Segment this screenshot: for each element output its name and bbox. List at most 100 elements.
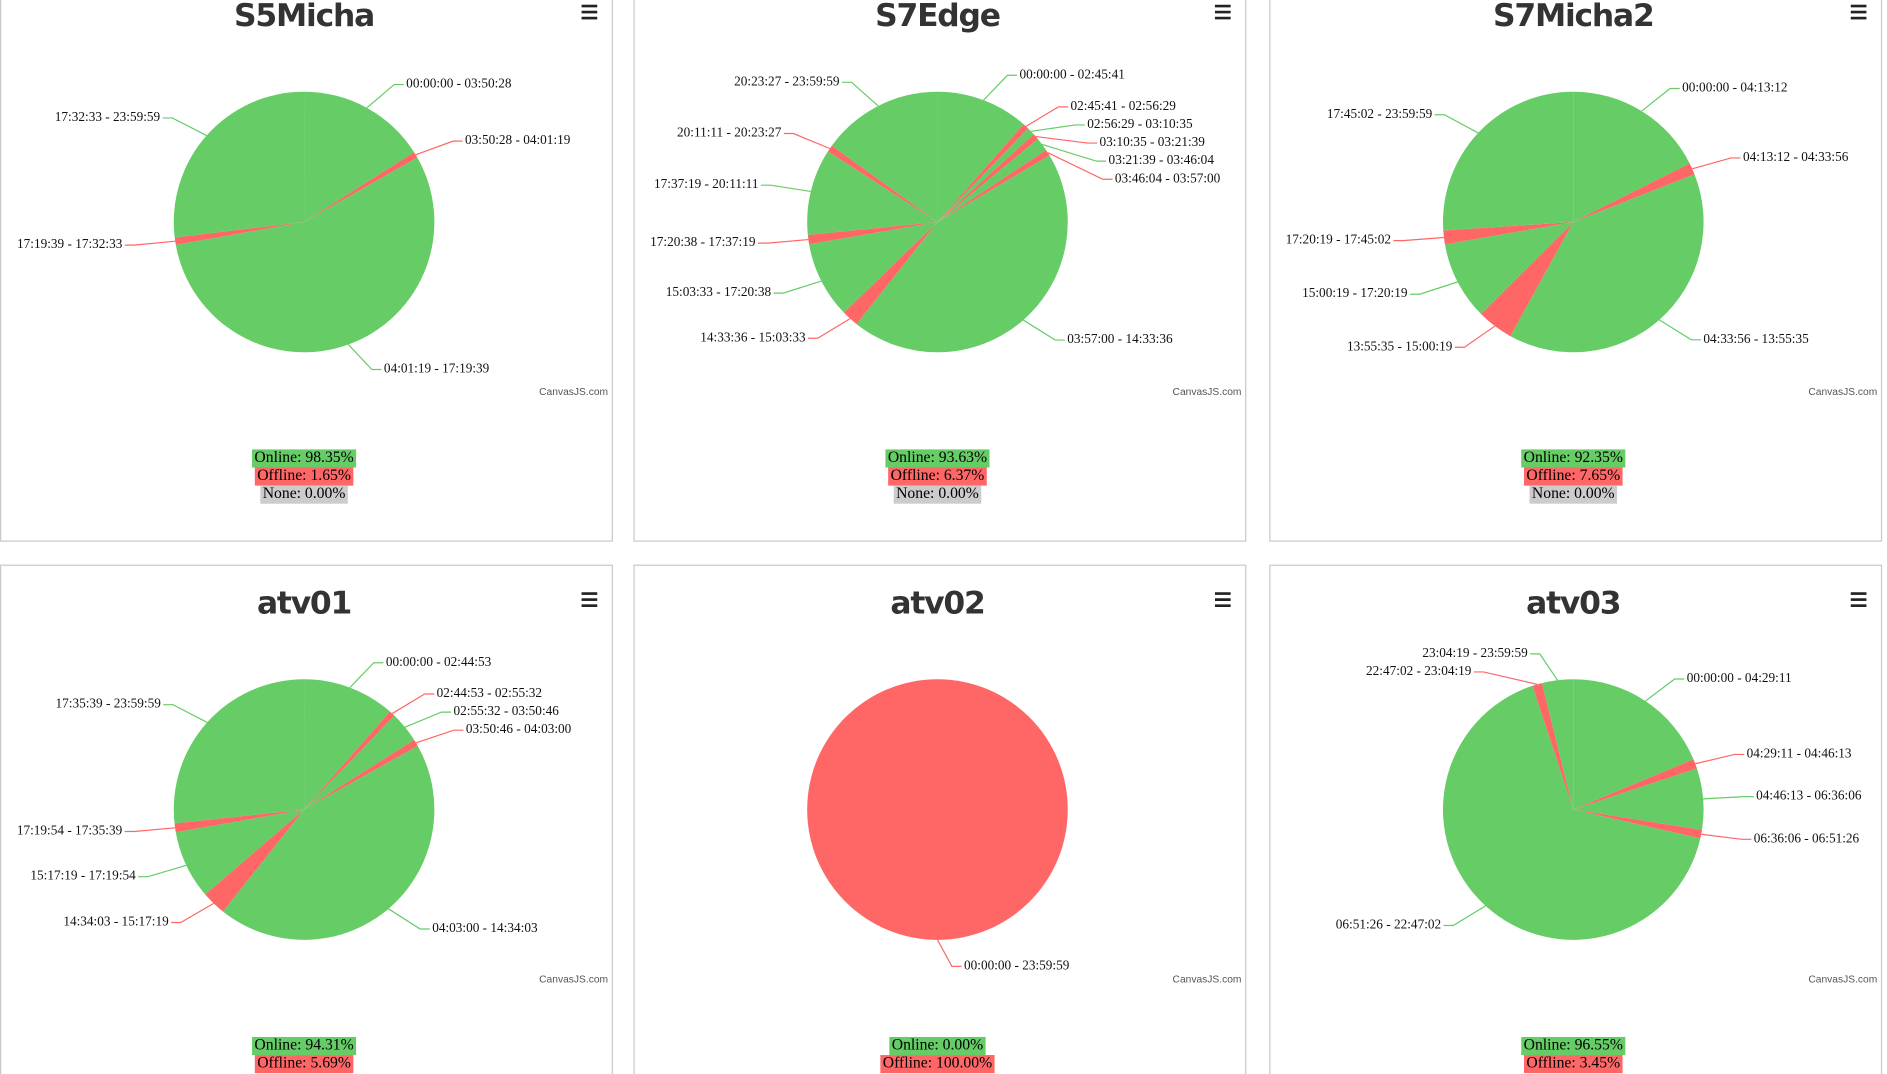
label-connector [1409,281,1458,295]
menu-button[interactable] [581,4,598,20]
label-connector [171,902,214,924]
credit: CanvasJS.com [1808,387,1877,398]
slice-label: 03:21:39 - 03:46:04 [1109,152,1215,167]
slice-label: 23:04:19 - 23:59:59 [1422,645,1528,660]
pie-slice [1532,683,1574,810]
pie-slice [1573,759,1697,810]
slice-label: 00:00:00 - 02:44:53 [386,654,492,669]
summary-background [1521,1036,1626,1056]
label-connector [783,132,831,150]
slice-label: 04:29:11 - 04:46:13 [1747,745,1852,760]
slice-label: 06:51:26 - 22:47:02 [1336,917,1441,932]
slice-label: 02:56:29 - 03:10:35 [1087,116,1193,131]
summary-background [1521,449,1626,468]
label-connector [124,240,176,246]
chart-title: atv03 [1526,585,1620,621]
label-connector [1443,905,1486,927]
menu-button[interactable] [1850,4,1867,20]
pie-slice [827,145,938,222]
label-connector [841,81,879,107]
label-connector [347,344,382,371]
label-connector [349,662,384,689]
chart-panel: S5Micha 00:00:00 - 03:50:28 03:50:28 - 04:… [0,0,613,542]
summary-text: None: 0.00% [1532,485,1615,502]
slice-label: 17:19:54 - 17:35:39 [17,823,123,838]
slice-label: 00:00:00 - 04:29:11 [1687,670,1792,685]
label-connector [1035,135,1098,144]
label-connector [1434,114,1479,134]
label-connector [983,74,1018,101]
slice-label: 13:55:35 - 15:00:19 [1347,338,1453,353]
label-connector [1658,319,1701,341]
slice-label: 15:03:33 - 17:20:38 [666,284,772,299]
pie-slice [175,157,435,353]
label-connector [1041,143,1107,162]
slice-label: 04:13:12 - 04:33:56 [1743,149,1849,164]
pie-slice [1443,221,1574,245]
label-connector [1701,833,1752,840]
slice-label: 02:45:41 - 02:56:29 [1071,98,1177,113]
credit: CanvasJS.com [1173,974,1242,985]
slice-label: 00:00:00 - 03:50:28 [406,76,512,91]
pie-slice [304,679,390,810]
summary-background [880,1055,995,1074]
summary-background [885,449,990,468]
pie-slice [1573,91,1690,222]
pie-slice [809,221,938,313]
chart-panel: atv02 00:00:00 - 23:59:59 CanvasJS.com Onli… [633,564,1247,1074]
pie-slice [1510,174,1704,353]
summary-text: Offline: 7.65% [1526,467,1620,484]
summary-text: None: 0.00% [896,485,979,502]
chart-panel: S7Edge 00:00:00 - 02:45:41 02:45:41 - 02:5… [633,0,1247,542]
chart-panel: S7Micha2 00:00:00 - 04:13:12 04:13:12 - 04… [1269,0,1883,542]
menu-button[interactable] [581,592,598,607]
label-connector [1393,236,1444,242]
summary-text: Online: 96.55% [1524,1037,1623,1054]
slice-label: 14:33:36 - 15:03:33 [700,329,806,344]
slice-label: 03:10:35 - 03:21:39 [1100,134,1206,149]
menu-button[interactable] [1214,592,1231,607]
pie-slice [831,91,938,222]
slice-label: 02:55:32 - 03:50:46 [454,703,560,718]
pie-slice [304,739,418,810]
pie-slice [173,679,305,824]
label-connector [1022,319,1065,341]
summary-text: Offline: 6.37% [891,467,985,484]
summary-text: Offline: 1.65% [257,467,351,484]
pie-slice [174,221,305,245]
pie-slice [1444,221,1574,314]
slice-label: 22:47:02 - 23:04:19 [1366,663,1472,678]
label-connector [1025,106,1069,127]
pie-slice [1573,768,1704,830]
menu-button[interactable] [1850,592,1867,607]
menu-button[interactable] [1214,4,1231,20]
pie-slice [937,138,1047,222]
pie-slice [807,151,938,235]
label-connector [138,864,187,878]
pie-slice [222,745,435,940]
slice-label: 04:46:13 - 06:36:06 [1756,788,1862,803]
pie-slice [937,134,1038,222]
label-connector [163,704,208,723]
label-connector [1692,157,1741,170]
summary-text: Offline: 100.00% [883,1055,992,1072]
slice-label: 17:20:19 - 17:45:02 [1286,232,1391,247]
label-connector [1703,796,1754,800]
slice-label: 03:46:04 - 03:57:00 [1115,170,1221,185]
credit: CanvasJS.com [1173,387,1242,398]
label-connector [388,908,430,930]
chart-title: atv02 [890,585,984,621]
pie-slice [1442,91,1574,231]
summary-text: None: 0.00% [263,485,346,502]
pie-slice [304,91,415,222]
label-connector [1530,653,1558,681]
chart-panel: atv01 00:00:00 - 02:44:53 02:44:53 - 02:55… [0,564,613,1074]
summary-text: Online: 98.35% [254,449,353,466]
pie-slice [937,91,1024,222]
pie-slice [304,152,418,222]
pie-slice [1481,221,1574,337]
label-connector [1454,325,1496,348]
slice-label: 20:11:11 - 20:23:27 [677,125,782,140]
